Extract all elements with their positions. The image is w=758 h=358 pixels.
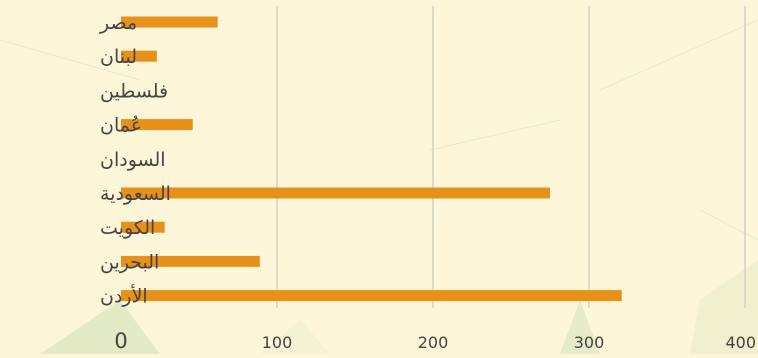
category-labels: مصر لبنان فلسطين عُمان السودان السعودية الكويت…: [99, 12, 171, 308]
x-tick-label: 0: [114, 329, 127, 353]
category-label: لبنان: [100, 46, 137, 68]
bars: [121, 16, 622, 302]
category-label: الكويت: [100, 217, 155, 239]
x-tick-label: 300: [574, 333, 605, 352]
x-tick-label: 100: [262, 333, 293, 352]
decor-shape: [560, 300, 600, 354]
decor-shape: [40, 300, 160, 354]
decor-shape: [690, 260, 758, 354]
background-decoration: [0, 19, 758, 354]
decor-line: [0, 39, 141, 81]
bar: [121, 50, 157, 62]
x-tick-label: 200: [418, 333, 449, 352]
x-tick-labels: 0 100 200 300 400: [114, 329, 756, 353]
category-label: السعودية: [100, 183, 171, 205]
bar: [121, 290, 622, 302]
bar: [121, 187, 550, 199]
category-label: السودان: [100, 149, 166, 171]
decor-line: [699, 209, 758, 241]
bar: [121, 119, 193, 131]
decor-line: [429, 119, 561, 151]
bar: [121, 221, 165, 233]
bar: [121, 255, 260, 267]
category-label: الأردن: [100, 285, 148, 308]
category-label: عُمان: [100, 115, 142, 137]
category-label: فلسطين: [100, 80, 168, 102]
bar: [121, 16, 218, 28]
x-tick-label: 400: [725, 333, 756, 352]
decor-line: [599, 19, 758, 91]
gridlines: [276, 6, 746, 308]
category-label: البحرين: [100, 251, 159, 273]
decor-shape: [260, 320, 330, 354]
category-label: مصر: [99, 12, 137, 34]
